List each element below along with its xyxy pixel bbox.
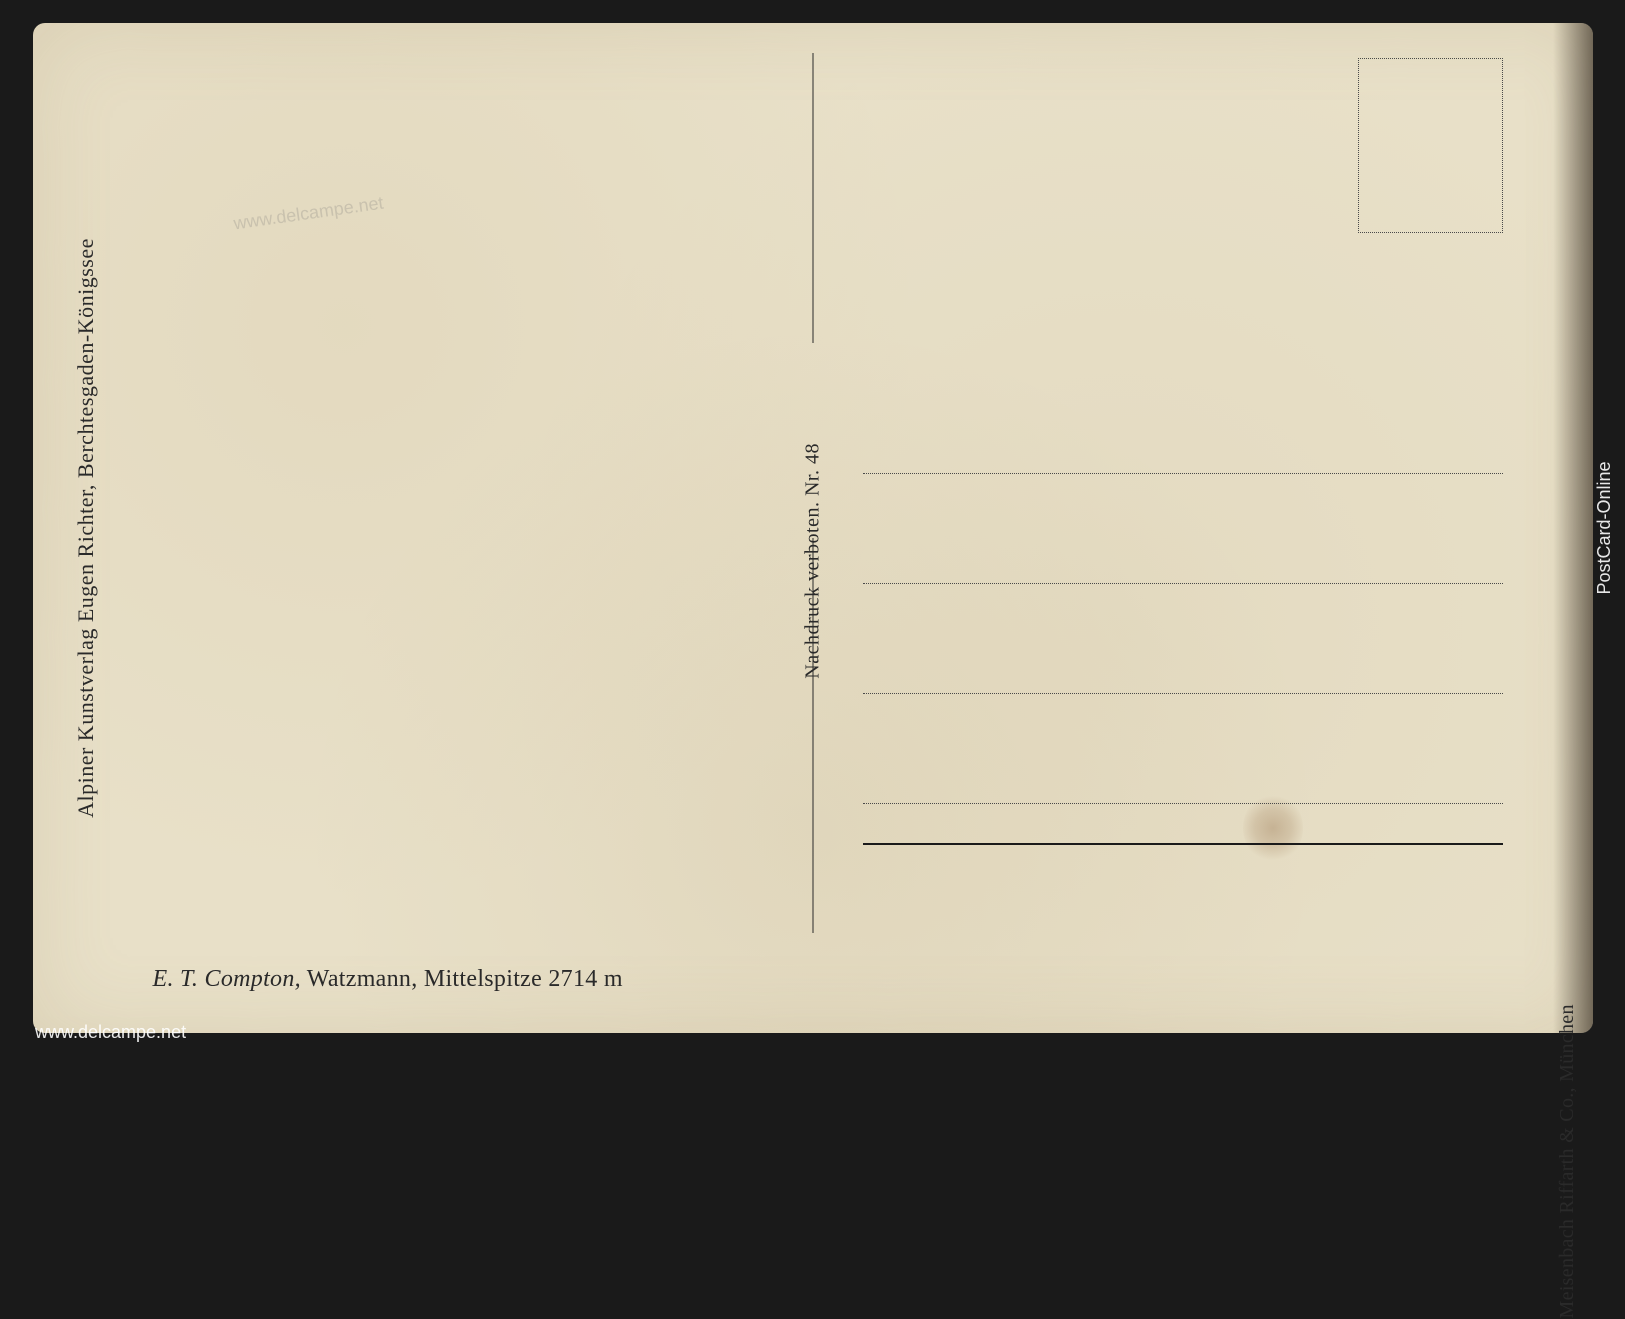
center-divider-bottom bbox=[812, 538, 813, 933]
watermark-postcard-online: PostCard-Online bbox=[1594, 461, 1615, 594]
address-line bbox=[863, 803, 1503, 804]
address-line bbox=[863, 473, 1503, 474]
address-line bbox=[863, 583, 1503, 584]
edge-shadow bbox=[1553, 23, 1593, 1033]
postcard-back: Alpiner Kunstverlag Eugen Richter, Berch… bbox=[33, 23, 1593, 1033]
artist-name: E. T. Compton, bbox=[153, 966, 301, 992]
publisher-imprint: Alpiner Kunstverlag Eugen Richter, Berch… bbox=[73, 238, 99, 818]
stamp-placeholder bbox=[1358, 58, 1503, 233]
artwork-title: Watzmann, Mittelspitze 2714 m bbox=[301, 966, 623, 992]
center-divider-top bbox=[812, 53, 813, 343]
address-line-final bbox=[863, 843, 1503, 845]
watermark-embedded: www.delcampe.net bbox=[232, 192, 385, 234]
address-line bbox=[863, 693, 1503, 694]
artwork-caption: E. T. Compton, Watzmann, Mittelspitze 27… bbox=[153, 966, 623, 993]
printer-imprint: Meisenbach Riffarth & Co., München bbox=[1556, 1005, 1579, 1319]
watermark-delcampe: www.delcampe.net bbox=[35, 1022, 186, 1043]
